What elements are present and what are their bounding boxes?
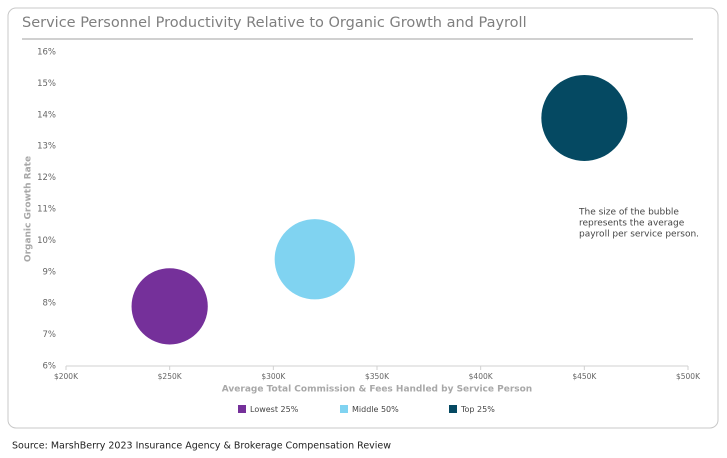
source: Source: MarshBerry 2023 Insurance Agency…: [12, 441, 391, 452]
annotation: payroll per service person.: [579, 230, 699, 240]
x-tick-label: $300K: [261, 372, 286, 381]
legend-label: Middle 50%: [352, 405, 399, 414]
y-tick-label: 10%: [37, 236, 56, 246]
x-axis-label: Average Total Commission & Fees Handled …: [222, 385, 532, 395]
y-tick-label: 8%: [43, 299, 57, 309]
x-tick-label: $450K: [572, 372, 597, 381]
y-tick-label: 16%: [37, 48, 56, 58]
y-tick-label: 14%: [37, 110, 56, 120]
legend-label: Lowest 25%: [250, 405, 299, 414]
bubble: [131, 268, 208, 345]
y-tick-label: 13%: [37, 142, 56, 152]
y-tick-label: 9%: [43, 267, 57, 277]
x-tick-label: $350K: [365, 372, 390, 381]
legend-swatch: [340, 405, 348, 413]
annotation: represents the average: [579, 219, 685, 229]
x-tick-label: $200K: [54, 372, 79, 381]
y-tick-label: 6%: [43, 362, 57, 372]
legend-swatch: [238, 405, 246, 413]
legend-label: Top 25%: [460, 405, 495, 414]
y-axis-label: Organic Growth Rate: [24, 156, 34, 262]
y-tick-label: 12%: [37, 173, 56, 183]
y-tick-label: 7%: [43, 330, 57, 340]
chart-title: Service Personnel Productivity Relative …: [22, 15, 527, 31]
annotation: The size of the bubble: [578, 208, 679, 218]
x-tick-label: $250K: [158, 372, 183, 381]
y-tick-label: 11%: [37, 205, 56, 215]
legend-swatch: [449, 405, 457, 413]
bubble: [274, 219, 355, 300]
y-tick-label: 15%: [37, 79, 56, 89]
x-tick-label: $500K: [676, 372, 701, 381]
x-tick-label: $400K: [469, 372, 494, 381]
bubble: [541, 74, 628, 161]
